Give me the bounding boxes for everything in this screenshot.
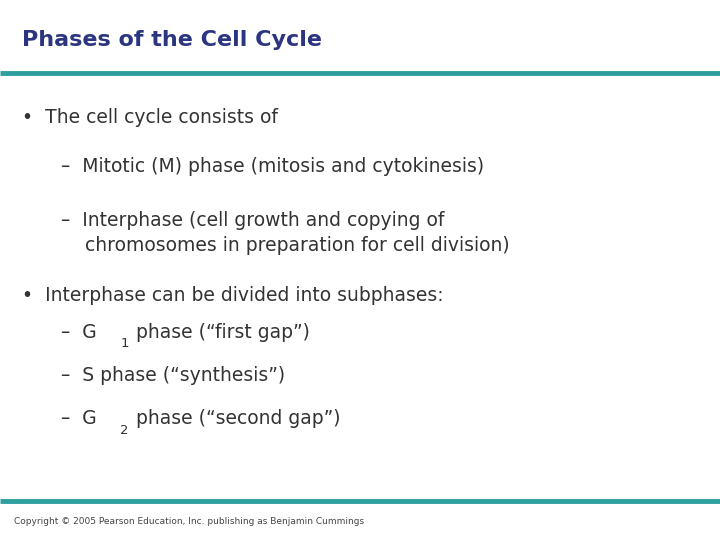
Text: –  Mitotic (M) phase (mitosis and cytokinesis): – Mitotic (M) phase (mitosis and cytokin…	[61, 157, 485, 176]
Text: •  Interphase can be divided into subphases:: • Interphase can be divided into subphas…	[22, 286, 444, 305]
Text: •  The cell cycle consists of: • The cell cycle consists of	[22, 108, 277, 127]
Text: Copyright © 2005 Pearson Education, Inc. publishing as Benjamin Cummings: Copyright © 2005 Pearson Education, Inc.…	[14, 517, 364, 526]
Text: –  Interphase (cell growth and copying of
    chromosomes in preparation for cel: – Interphase (cell growth and copying of…	[61, 211, 510, 254]
Text: –  G: – G	[61, 409, 97, 428]
Text: phase (“first gap”): phase (“first gap”)	[130, 322, 310, 341]
Text: –  G: – G	[61, 322, 97, 341]
Text: 1: 1	[120, 337, 129, 350]
Text: –  S phase (“synthesis”): – S phase (“synthesis”)	[61, 366, 285, 384]
Text: 2: 2	[120, 423, 129, 437]
Text: phase (“second gap”): phase (“second gap”)	[130, 409, 341, 428]
Text: Phases of the Cell Cycle: Phases of the Cell Cycle	[22, 30, 322, 50]
